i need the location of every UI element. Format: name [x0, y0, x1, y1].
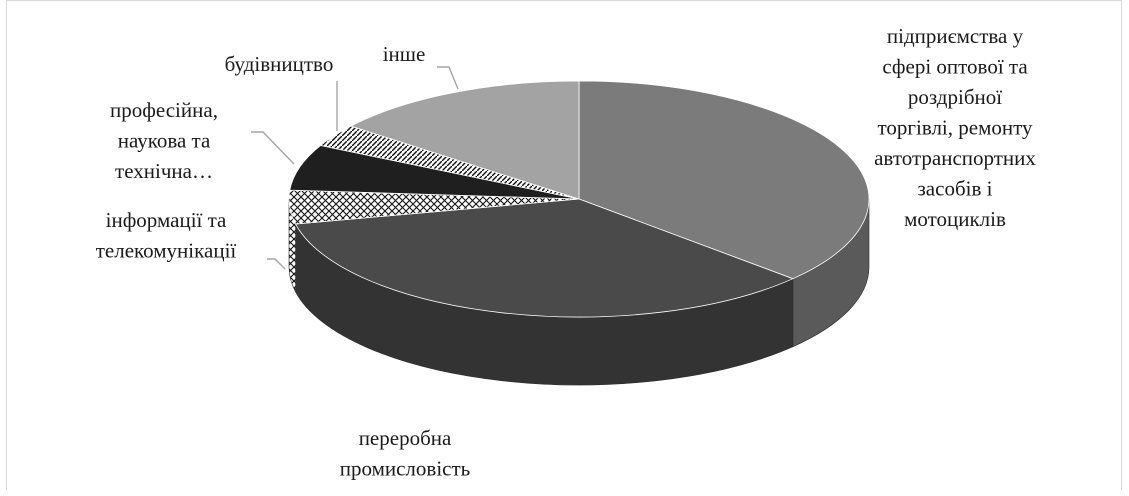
- slice-label-other: інше: [383, 42, 426, 66]
- pie-slice-manufacturing: [294, 198, 794, 318]
- leader-line-other: [437, 66, 459, 90]
- slice-label-trade: підприємства у сфері оптової та роздрібної…: [874, 24, 1036, 231]
- pie-chart: підприємства у сфері оптової та роздрібної…: [96, 24, 1037, 481]
- slice-label-construction: будівництво: [225, 52, 334, 76]
- slice-label-ict: інформації та телекомунікації: [96, 208, 237, 263]
- pie-slice-trade: [578, 80, 870, 280]
- slice-label-manufacturing: переробна промисловість: [340, 426, 471, 481]
- slice-label-professional: професійна, наукова та технічна…: [110, 98, 218, 183]
- pie-slice-other: [349, 80, 580, 200]
- leader-line-professional: [251, 131, 295, 165]
- pie-slice-professional: [289, 144, 580, 200]
- leader-line-ict: [267, 258, 286, 270]
- chart-area: підприємства у сфері оптової та роздрібної…: [6, 0, 1122, 490]
